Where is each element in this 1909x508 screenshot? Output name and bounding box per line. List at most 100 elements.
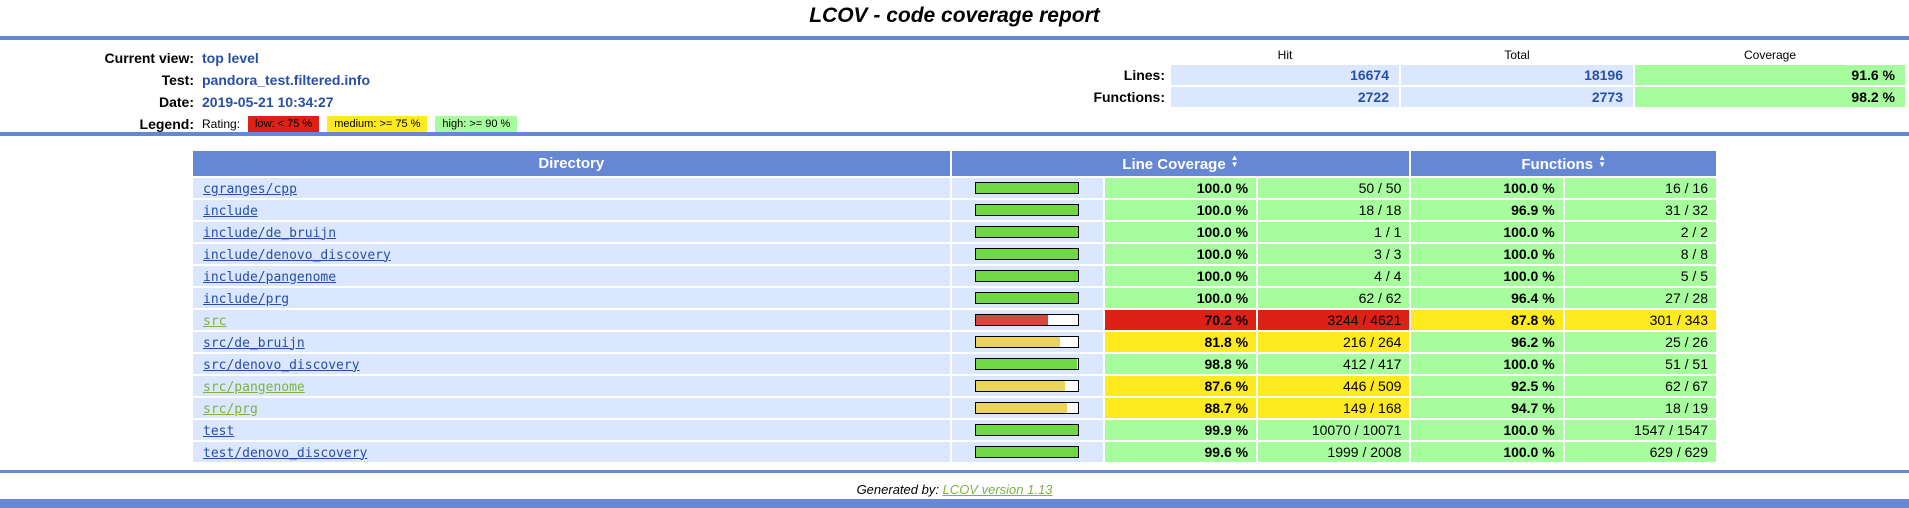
functions-percent: 100.0 % (1411, 442, 1563, 462)
coverage-bar (975, 226, 1080, 238)
table-row: src/pangenome 87.6 % 446 / 509 92.5 % 62… (193, 376, 1716, 396)
legend-low-badge: low: < 75 % (248, 116, 320, 132)
line-coverage-ratio: 50 / 50 (1258, 178, 1410, 198)
directory-link[interactable]: include/denovo_discovery (203, 247, 391, 263)
coverage-bar (975, 380, 1080, 392)
table-row: include/de_bruijn 100.0 % 1 / 1 100.0 % … (193, 222, 1716, 242)
table-row: include 100.0 % 18 / 18 96.9 % 31 / 32 (193, 200, 1716, 220)
directory-link[interactable]: src (203, 313, 227, 329)
overall-stats-panel: Hit Total Coverage Lines: 16674 18196 91… (1057, 47, 1905, 107)
line-coverage-percent: 100.0 % (1104, 178, 1257, 198)
lines-hit-value: 16674 (1171, 65, 1399, 85)
coverage-bar-fill (976, 227, 1079, 237)
directory-link[interactable]: include (203, 203, 258, 219)
table-row: include/pangenome 100.0 % 4 / 4 100.0 % … (193, 266, 1716, 286)
functions-total-value: 2773 (1401, 87, 1633, 107)
directory-link[interactable]: test (203, 423, 235, 439)
functions-ratio: 31 / 32 (1564, 200, 1716, 220)
directory-link[interactable]: src/pangenome (203, 379, 305, 395)
lcov-version-link[interactable]: LCOV version 1.13 (942, 482, 1053, 497)
directory-column-header[interactable]: Directory (193, 151, 950, 176)
directory-link[interactable]: src/denovo_discovery (203, 357, 360, 373)
functions-percent: 94.7 % (1411, 398, 1563, 418)
coverage-bar (975, 402, 1080, 414)
stats-hit-header: Hit (1277, 48, 1293, 62)
functions-percent: 96.9 % (1411, 200, 1563, 220)
line-coverage-ratio: 3244 / 4621 (1258, 310, 1410, 330)
functions-sort-icon[interactable]: ▲ ▼ (1598, 153, 1606, 169)
line-coverage-ratio: 10070 / 10071 (1258, 420, 1410, 440)
directory-link[interactable]: src/de_bruijn (203, 335, 305, 351)
functions-ratio: 2 / 2 (1564, 222, 1716, 242)
table-row: test 99.9 % 10070 / 10071 100.0 % 1547 /… (193, 420, 1716, 440)
line-coverage-ratio: 412 / 417 (1258, 354, 1410, 374)
coverage-bar-fill (976, 205, 1079, 215)
directory-coverage-table: Directory Line Coverage ▲ ▼ Functions ▲ ▼ cg… (191, 149, 1718, 464)
current-view-link[interactable]: top level (202, 50, 259, 66)
directory-link[interactable]: include/pangenome (203, 269, 337, 285)
line-coverage-ratio: 1999 / 2008 (1258, 442, 1410, 462)
functions-percent: 87.8 % (1411, 310, 1563, 330)
line-coverage-percent: 100.0 % (1104, 200, 1257, 220)
table-row: include/denovo_discovery 100.0 % 3 / 3 1… (193, 244, 1716, 264)
functions-ratio: 629 / 629 (1564, 442, 1716, 462)
coverage-bar-fill (976, 337, 1060, 347)
functions-percent: 100.0 % (1411, 266, 1563, 286)
legend-medium-badge: medium: >= 75 % (327, 116, 428, 132)
line-coverage-ratio: 4 / 4 (1258, 266, 1410, 286)
line-coverage-ratio: 216 / 264 (1258, 332, 1410, 352)
line-coverage-ratio: 446 / 509 (1258, 376, 1410, 396)
line-coverage-sort-icon[interactable]: ▲ ▼ (1230, 153, 1239, 169)
line-coverage-column-header[interactable]: Line Coverage ▲ ▼ (951, 151, 1410, 176)
directory-link[interactable]: cgranges/cpp (203, 181, 297, 197)
coverage-bar (975, 204, 1080, 216)
line-coverage-percent: 99.6 % (1104, 442, 1257, 462)
functions-stat-label: Functions: (1093, 89, 1165, 105)
functions-column-header[interactable]: Functions ▲ ▼ (1411, 151, 1716, 176)
line-coverage-percent: 70.2 % (1104, 310, 1257, 330)
directory-link[interactable]: test/denovo_discovery (203, 445, 368, 461)
ruler-top (0, 36, 1909, 40)
lines-total-value: 18196 (1401, 65, 1633, 85)
test-label: Test: (161, 72, 194, 88)
lines-coverage-value: 91.6 % (1635, 65, 1905, 85)
functions-ratio: 1547 / 1547 (1564, 420, 1716, 440)
line-coverage-percent: 81.8 % (1104, 332, 1257, 352)
lines-stat-label: Lines: (1123, 67, 1165, 83)
table-row: src 70.2 % 3244 / 4621 87.8 % 301 / 343 (193, 310, 1716, 330)
date-value: 2019-05-21 10:34:27 (202, 94, 334, 110)
stats-total-header: Total (1504, 48, 1530, 62)
date-label: Date: (158, 94, 194, 110)
line-coverage-percent: 100.0 % (1104, 222, 1257, 242)
test-info-panel: Current view: top level Test: pandora_te… (62, 47, 518, 135)
coverage-bar-fill (976, 249, 1079, 259)
functions-percent: 100.0 % (1411, 420, 1563, 440)
line-coverage-percent: 100.0 % (1104, 266, 1257, 286)
functions-coverage-value: 98.2 % (1635, 87, 1905, 107)
functions-percent: 100.0 % (1411, 222, 1563, 242)
functions-ratio: 5 / 5 (1564, 266, 1716, 286)
ruler-below-table (0, 470, 1909, 473)
stats-coverage-header: Coverage (1743, 48, 1797, 62)
legend-label: Legend: (139, 116, 194, 132)
coverage-bar-fill (976, 403, 1067, 413)
coverage-bar (975, 248, 1080, 260)
bottom-blue-band (0, 499, 1909, 508)
directory-link[interactable]: src/prg (203, 401, 258, 417)
functions-percent: 100.0 % (1411, 244, 1563, 264)
line-coverage-percent: 99.9 % (1104, 420, 1257, 440)
table-row: cgranges/cpp 100.0 % 50 / 50 100.0 % 16 … (193, 178, 1716, 198)
functions-ratio: 8 / 8 (1564, 244, 1716, 264)
coverage-bar-fill (976, 315, 1048, 325)
directory-link[interactable]: include/de_bruijn (203, 225, 337, 241)
line-coverage-percent: 100.0 % (1104, 244, 1257, 264)
directory-link[interactable]: include/prg (203, 291, 290, 307)
coverage-bar-fill (976, 447, 1078, 457)
table-row: test/denovo_discovery 99.6 % 1999 / 2008… (193, 442, 1716, 462)
line-coverage-ratio: 18 / 18 (1258, 200, 1410, 220)
coverage-bar (975, 424, 1080, 436)
generated-by-label: Generated by: (856, 482, 939, 497)
current-view-label: Current view: (104, 50, 194, 66)
functions-ratio: 25 / 26 (1564, 332, 1716, 352)
functions-percent: 100.0 % (1411, 178, 1563, 198)
